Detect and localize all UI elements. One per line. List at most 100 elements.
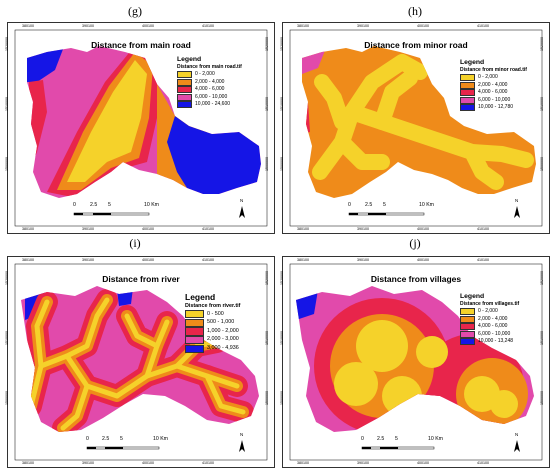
legend-file: Distance from villages.tif <box>460 301 520 307</box>
coord-y-label: 1510000 <box>265 97 269 111</box>
legend-item: 6,000 - 10,000 <box>460 331 519 339</box>
coord-y-label: 1510000 <box>540 331 544 345</box>
coord-x-label: 400100 <box>142 24 154 28</box>
north-label: N <box>240 198 244 203</box>
legend-swatch <box>460 323 475 331</box>
north-label: N <box>240 432 244 437</box>
coord-y-label: 1510000 <box>540 97 544 111</box>
map-title: Distance from villages <box>370 274 462 284</box>
coord-x-label: 410100 <box>202 227 214 231</box>
legend-label: 10,000 - 13,248 <box>478 338 514 345</box>
scale-tick: 10 Km <box>144 202 159 208</box>
coord-y-label: 1500000 <box>540 157 544 171</box>
legend-item: 4,000 - 6,000 <box>460 323 519 331</box>
coord-y-label: 1510000 <box>5 97 9 111</box>
scale-tick: 5 <box>108 202 111 208</box>
coord-y-label: 1510000 <box>265 331 269 345</box>
coord-x-label: 380100 <box>22 24 34 28</box>
coord-x-label: 400100 <box>142 227 154 231</box>
coord-y-label: 1500000 <box>280 391 284 405</box>
legend-item: 10,000 - 13,248 <box>460 338 519 346</box>
legend-item: 2,000 - 4,000 <box>177 79 242 87</box>
coord-y-label: 1510000 <box>280 97 284 111</box>
coord-y-label: 1500000 <box>540 391 544 405</box>
coord-y-label: 1520000 <box>5 271 9 285</box>
coord-y-label: 1500000 <box>5 157 9 171</box>
legend-label: 6,000 - 10,000 <box>478 330 511 337</box>
coord-y-label: 1510000 <box>5 331 9 345</box>
scale-tick: 2.5 <box>90 202 98 208</box>
panel-label-g: (g) <box>128 4 142 18</box>
legend-swatch <box>177 78 192 86</box>
legend-heading: Legend <box>460 59 485 66</box>
coord-y-label: 1520000 <box>540 37 544 51</box>
coord-y-label: 1520000 <box>5 37 9 51</box>
map-legend: Legend Distance from main road.tif 0 - 2… <box>177 55 242 109</box>
coord-x-label: 390100 <box>357 258 369 262</box>
legend-label: 10,000 - 12,780 <box>478 104 514 111</box>
legend-label: 2,000 - 4,000 <box>478 315 508 322</box>
coord-x-label: 390100 <box>82 227 94 231</box>
coord-x-label: 400100 <box>417 461 429 465</box>
legend-item: 4,000 - 6,000 <box>177 86 242 94</box>
legend-file: Distance from main road.tif <box>177 64 242 70</box>
scale-tick: 0 <box>86 436 89 442</box>
coord-x-label: 390100 <box>82 461 94 465</box>
legend-swatch <box>185 335 204 345</box>
coord-y-label: 1520000 <box>280 271 284 285</box>
legend-file: Distance from river.tif <box>185 303 241 309</box>
legend-label: 6,000 - 10,000 <box>478 96 511 103</box>
coord-x-label: 390100 <box>357 461 369 465</box>
legend-item: 1,000 - 2,000 <box>185 327 240 336</box>
coord-x-label: 380100 <box>22 258 34 262</box>
legend-label: 10,000 - 24,600 <box>195 101 231 108</box>
scale-tick: 2.5 <box>365 202 373 208</box>
scale-tick: 0 <box>73 202 76 208</box>
legend-label: 500 - 1,000 <box>207 319 235 326</box>
map-title: Distance from minor road <box>364 40 468 50</box>
coord-x-label: 410100 <box>477 227 489 231</box>
legend-label: 0 - 2,000 <box>478 308 498 315</box>
legend-label: 2,000 - 4,000 <box>195 78 225 85</box>
coord-x-label: 380100 <box>22 227 34 231</box>
coord-y-label: 1510000 <box>280 331 284 345</box>
legend-item: 0 - 500 <box>185 310 240 319</box>
coord-x-label: 410100 <box>202 258 214 262</box>
scale-tick: 0 <box>348 202 351 208</box>
coord-x-label: 390100 <box>357 24 369 28</box>
coord-x-label: 410100 <box>477 24 489 28</box>
coord-x-label: 400100 <box>417 227 429 231</box>
scale-tick: 2.5 <box>102 436 110 442</box>
legend-item: 6,000 - 10,000 <box>460 97 527 105</box>
legend-label: 4,000 - 6,000 <box>195 86 225 93</box>
legend-label: 0 - 500 <box>207 310 224 317</box>
north-label: N <box>515 432 519 437</box>
coord-x-label: 410100 <box>477 461 489 465</box>
legend-swatch <box>460 315 475 323</box>
map-frame <box>7 22 275 234</box>
legend-label: 1,000 - 2,000 <box>207 327 239 334</box>
legend-swatch <box>460 89 475 97</box>
legend-item: 2,000 - 4,000 <box>460 316 519 324</box>
coord-y-label: 1520000 <box>265 37 269 51</box>
legend-item: 0 - 2,000 <box>460 308 519 316</box>
coord-x-label: 410100 <box>202 24 214 28</box>
map-panel-main-road: Distance from main road Legend Distance … <box>5 22 275 234</box>
coord-x-label: 380100 <box>22 461 34 465</box>
coord-y-label: 1500000 <box>265 157 269 171</box>
legend-item: 3,000 - 4,936 <box>185 344 240 353</box>
coord-x-label: 380100 <box>297 227 309 231</box>
map-title: Distance from main road <box>91 40 191 50</box>
scale-tick: 5 <box>383 202 386 208</box>
coord-y-label: 1500000 <box>5 391 9 405</box>
legend-item: 2,000 - 4,000 <box>460 82 527 90</box>
legend-label: 2,000 - 3,000 <box>207 336 239 343</box>
scale-tick: 10 Km <box>419 202 434 208</box>
coord-y-label: 1500000 <box>280 157 284 171</box>
coord-x-label: 400100 <box>142 258 154 262</box>
legend-heading: Legend <box>460 293 485 300</box>
coord-x-label: 380100 <box>297 24 309 28</box>
legend-label: 3,000 - 4,936 <box>207 345 239 352</box>
legend-swatch <box>177 93 192 101</box>
legend-item: 0 - 2,000 <box>177 71 242 79</box>
